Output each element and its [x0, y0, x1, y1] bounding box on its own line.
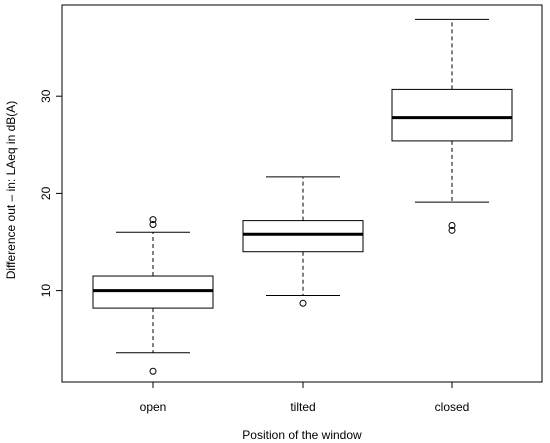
box-group-closed	[391, 18, 513, 234]
outlier-point	[149, 216, 157, 224]
outlier-point	[149, 221, 157, 229]
box-group-open	[92, 216, 214, 375]
x-tick-label-tilted: tilted	[290, 400, 315, 414]
x-axis: open tilted closed	[140, 382, 470, 414]
y-tick-label: 10	[39, 284, 53, 298]
boxes-layer	[92, 18, 513, 375]
outlier-point	[299, 299, 307, 307]
box-iqr	[242, 220, 364, 253]
y-tick-label: 30	[39, 89, 53, 103]
plot-frame	[61, 4, 543, 383]
y-tick-label: 20	[39, 186, 53, 200]
x-tick-label-open: open	[140, 400, 167, 414]
box-group-tilted	[242, 176, 364, 307]
y-axis-title: Difference out – in: LAeq in dB(A)	[4, 101, 18, 280]
x-tick-label-closed: closed	[435, 400, 470, 414]
y-axis: 10 20 30	[39, 89, 62, 297]
outlier-point	[149, 367, 157, 375]
outlier-point	[448, 221, 456, 229]
outlier-point	[448, 226, 456, 234]
x-axis-title: Position of the window	[242, 428, 362, 442]
box-iqr	[391, 88, 513, 142]
